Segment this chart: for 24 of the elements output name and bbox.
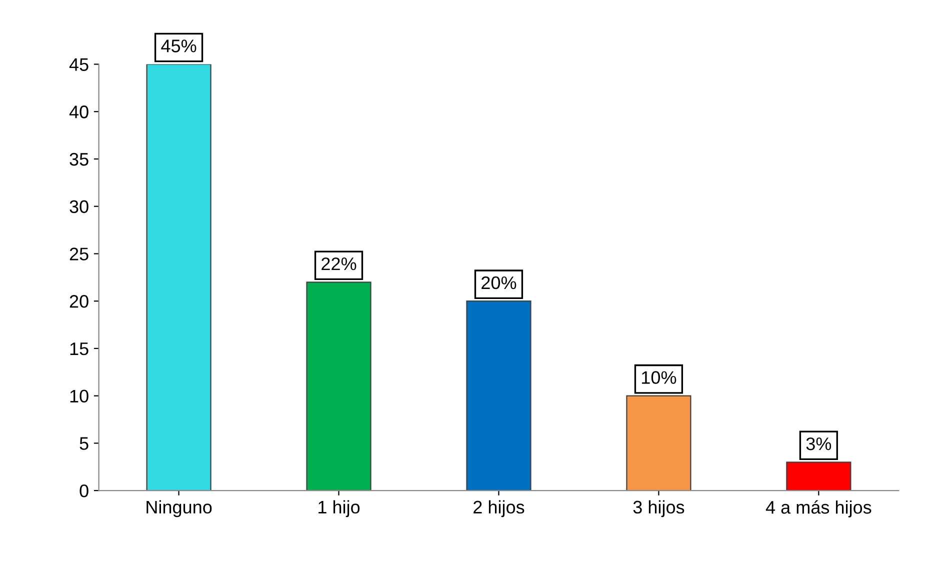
y-tick-label: 15 [70,342,88,356]
y-tick-label: 45 [69,58,88,71]
y-tick-label: 20 [70,295,88,308]
data-label: 10% [642,371,676,384]
data-label: 22% [322,257,356,270]
data-label: 45% [161,40,196,52]
y-tick-label: 25 [70,248,88,260]
y-tick-label: 35 [70,152,88,166]
y-tick-label: 10 [70,390,88,403]
y-tick-label: 0 [80,484,88,498]
data-label: 20% [482,276,516,290]
bar [466,300,532,491]
y-tick-label: 30 [70,200,88,214]
bar [306,282,372,491]
x-tick-label: 1 hijo [318,500,360,518]
y-tick-label: 5 [80,437,88,450]
x-tick-label: Ninguno [146,500,212,518]
x-tick-label: 4 a más hijos [766,500,872,518]
data-label: 3% [806,437,832,450]
y-tick-label: 40 [69,106,88,118]
bar [146,64,212,491]
x-tick-label: 3 hijos [633,500,684,518]
x-tick-label: 2 hijos [474,500,524,518]
bar [786,462,852,491]
